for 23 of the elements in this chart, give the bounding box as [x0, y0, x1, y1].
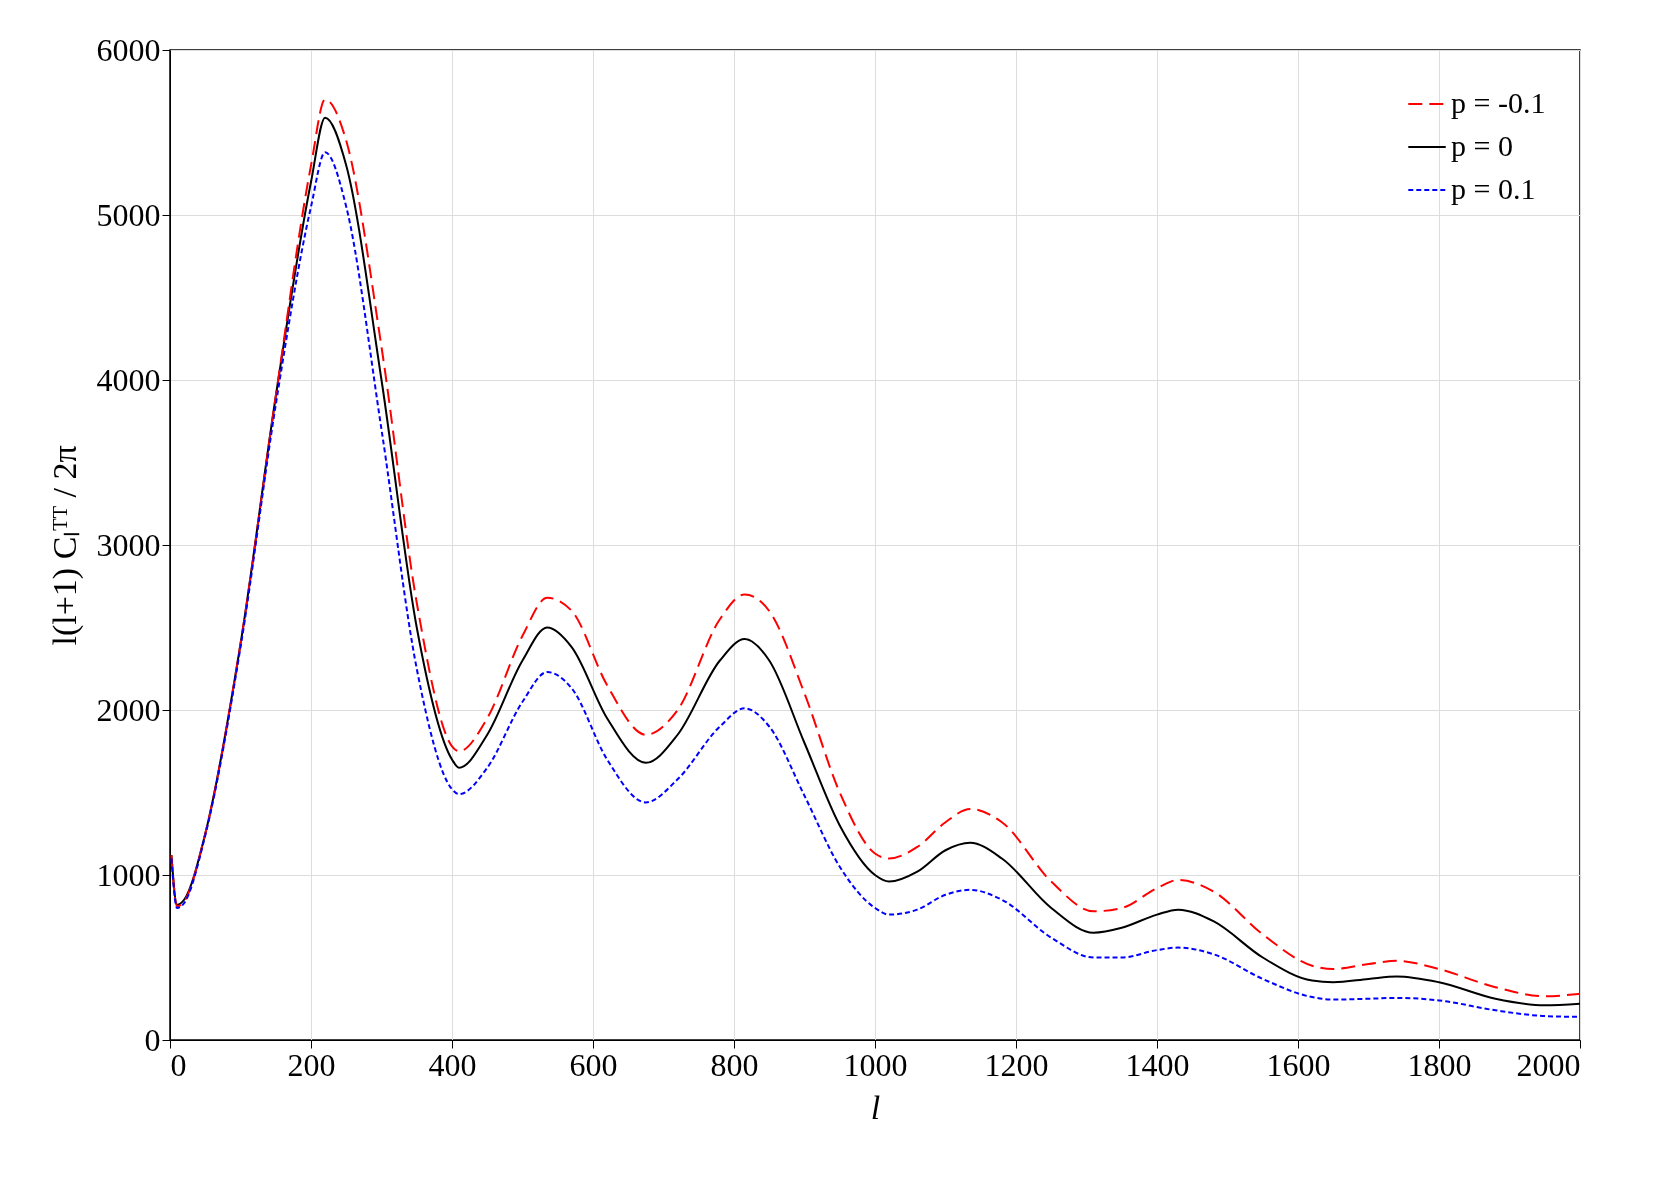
y-tick-label: 1000	[96, 856, 161, 893]
legend-label: p = 0.1	[1451, 172, 1536, 205]
x-tick-label: 800	[710, 1046, 759, 1083]
x-tick-label: 1200	[984, 1046, 1049, 1083]
x-tick-label: 400	[428, 1046, 477, 1083]
legend-label: p = 0	[1451, 129, 1513, 162]
x-tick-label: 1600	[1266, 1046, 1331, 1083]
x-tick-label: 1800	[1407, 1046, 1472, 1083]
y-axis-title: l(l+1) Cₗᵀᵀ / 2π	[45, 445, 84, 646]
y-tick-label: 3000	[96, 526, 161, 563]
x-axis-title: l	[870, 1088, 881, 1126]
x-tick-label: 600	[569, 1046, 618, 1083]
y-tick-label: 6000	[96, 31, 161, 68]
x-tick-label: 0	[170, 1046, 187, 1083]
x-tick-label: 1400	[1125, 1046, 1190, 1083]
x-tick-label: 2000	[1516, 1046, 1581, 1083]
x-tick-label: 1000	[843, 1046, 908, 1083]
y-tick-label: 0	[144, 1021, 161, 1058]
y-tick-label: 5000	[96, 196, 161, 233]
y-tick-label: 4000	[96, 361, 161, 398]
x-tick-label: 200	[287, 1046, 336, 1083]
y-tick-label: 2000	[96, 691, 161, 728]
legend-label: p = -0.1	[1451, 86, 1546, 119]
